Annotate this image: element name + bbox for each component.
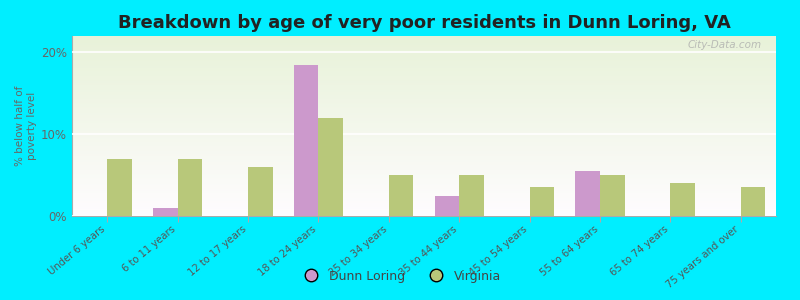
Bar: [294, 64, 318, 216]
Bar: [178, 159, 202, 216]
Text: City-Data.com: City-Data.com: [688, 40, 762, 50]
Bar: [741, 188, 766, 216]
Bar: [153, 208, 178, 216]
Bar: [670, 183, 695, 216]
Bar: [459, 175, 484, 216]
Title: Breakdown by age of very poor residents in Dunn Loring, VA: Breakdown by age of very poor residents …: [118, 14, 730, 32]
Bar: [107, 159, 132, 216]
Bar: [434, 196, 459, 216]
Legend: Dunn Loring, Virginia: Dunn Loring, Virginia: [294, 265, 506, 288]
Bar: [248, 167, 273, 216]
Bar: [318, 118, 343, 216]
Bar: [389, 175, 414, 216]
Y-axis label: % below half of
poverty level: % below half of poverty level: [15, 86, 37, 166]
Bar: [530, 188, 554, 216]
Bar: [575, 171, 600, 216]
Bar: [600, 175, 625, 216]
